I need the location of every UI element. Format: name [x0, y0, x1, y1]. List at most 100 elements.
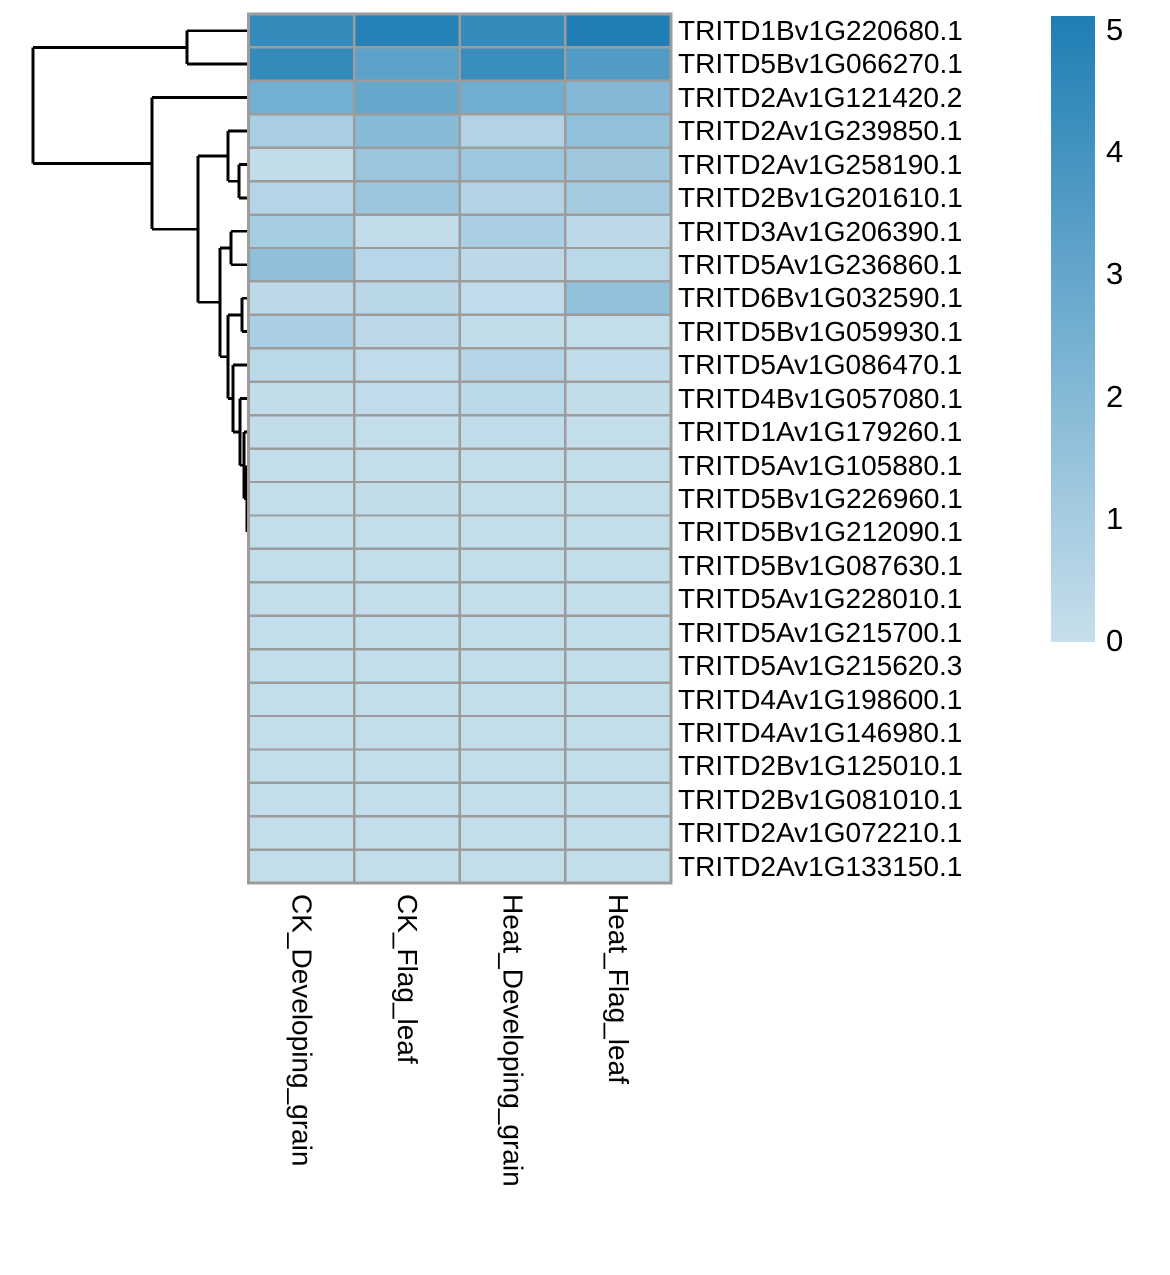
- column-label-sample: Heat_Flag_leaf: [603, 894, 635, 1084]
- heatmap-cell: [352, 848, 461, 885]
- heatmap-cell: [352, 781, 461, 818]
- row-label-gene-id: TRITD2Av1G133150.1: [678, 850, 963, 882]
- heatmap-cell: [247, 480, 356, 517]
- row-label-gene-id: TRITD2Av1G258190.1: [678, 148, 963, 180]
- row-label-gene-id: TRITD2Av1G239850.1: [678, 115, 963, 147]
- heatmap-cell: [564, 547, 673, 584]
- colorbar-tick-label: 0: [1106, 623, 1124, 658]
- heatmap-cell: [458, 313, 567, 350]
- heatmap-cell: [352, 313, 461, 350]
- row-label-gene-id: TRITD1Bv1G220680.1: [678, 15, 963, 46]
- heatmap-cell: [564, 79, 673, 116]
- row-label-gene-id: TRITD4Bv1G057080.1: [678, 382, 963, 414]
- heatmap-cell: [247, 79, 356, 116]
- heatmap-cell: [352, 614, 461, 651]
- row-label-gene-id: TRITD5Av1G236860.1: [678, 249, 963, 280]
- heatmap-cell: [352, 748, 461, 785]
- row-label-gene-id: TRITD5Av1G215700.1: [678, 616, 963, 648]
- heatmap-cell: [352, 179, 461, 216]
- heatmap-cell: [458, 480, 567, 517]
- heatmap-cell: [458, 447, 567, 484]
- heatmap-cell: [564, 848, 673, 885]
- heatmap-cell: [247, 514, 356, 551]
- heatmap-cell: [458, 280, 567, 317]
- row-label-gene-id: TRITD3Av1G206390.1: [678, 215, 963, 247]
- row-label-gene-id: TRITD5Av1G228010.1: [678, 583, 963, 615]
- colorbar: [1051, 16, 1095, 642]
- heatmap-cell: [458, 647, 567, 684]
- heatmap-cell: [564, 647, 673, 684]
- heatmap-cell: [458, 581, 567, 617]
- heatmap-cell: [247, 347, 356, 383]
- heatmap-cell: [564, 714, 673, 751]
- row-label-gene-id: TRITD5Bv1G059930.1: [678, 315, 963, 347]
- heatmap-cell: [247, 113, 356, 149]
- heatmap-cell: [247, 12, 356, 49]
- heatmap-cell: [352, 447, 461, 484]
- heatmap-cell: [564, 815, 673, 851]
- heatmap-cell: [564, 179, 673, 216]
- row-label-gene-id: TRITD2Bv1G201610.1: [678, 182, 963, 214]
- row-label-gene-id: TRITD2Bv1G081010.1: [678, 783, 963, 815]
- heatmap-cell: [352, 113, 461, 149]
- heatmap-cell: [458, 681, 567, 718]
- heatmap-cell: [564, 113, 673, 149]
- heatmap-cell: [352, 79, 461, 116]
- heatmap-cell: [564, 581, 673, 617]
- heatmap-cell: [352, 12, 461, 49]
- heatmap-cell: [352, 280, 461, 317]
- heatmap-cell: [564, 480, 673, 517]
- heatmap-cell: [564, 313, 673, 350]
- heatmap-cell: [458, 848, 567, 885]
- colorbar-tick-label: 1: [1106, 500, 1124, 536]
- row-label-gene-id: TRITD6Bv1G032590.1: [678, 282, 963, 314]
- heatmap-cell: [564, 748, 673, 785]
- heatmap-cell: [247, 447, 356, 484]
- colorbar-tick-label: 2: [1106, 378, 1124, 414]
- heatmap-cell: [564, 146, 673, 183]
- row-label-gene-id: TRITD5Av1G086470.1: [678, 349, 963, 381]
- heatmap-cell: [458, 748, 567, 785]
- row-label-gene-id: TRITD5Bv1G226960.1: [678, 483, 963, 515]
- heatmap-cell: [458, 547, 567, 584]
- heatmap-cell: [458, 46, 567, 83]
- heatmap-cell: [352, 547, 461, 584]
- row-label-gene-id: TRITD1Av1G179260.1: [678, 416, 963, 448]
- heatmap-cell: [352, 146, 461, 183]
- heatmap-cell: [247, 413, 356, 450]
- heatmap-cell: [458, 413, 567, 450]
- row-label-gene-id: TRITD4Av1G198600.1: [678, 683, 963, 715]
- heatmap-cell: [247, 748, 356, 785]
- heatmap-cell: [564, 614, 673, 651]
- row-dendrogram: [31, 29, 252, 868]
- colorbar-gradient: [1051, 16, 1095, 642]
- heatmap-cell: [352, 480, 461, 517]
- heatmap-cell: [247, 213, 356, 250]
- heatmap-cell: [352, 347, 461, 383]
- heatmap-cell: [458, 781, 567, 818]
- heatmap-cell: [352, 246, 461, 283]
- heatmap-cell: [564, 681, 673, 718]
- heatmap-cell: [458, 113, 567, 149]
- column-label-sample: Heat_Developing_grain: [497, 894, 529, 1187]
- heatmap-cell: [247, 714, 356, 751]
- heatmap-cell: [458, 146, 567, 183]
- heatmap-cell: [564, 347, 673, 383]
- row-label-gene-id: TRITD5Bv1G066270.1: [678, 48, 963, 80]
- heatmap-cell: [352, 46, 461, 83]
- heatmap-cell: [247, 614, 356, 651]
- heatmap-cell: [564, 246, 673, 283]
- heatmap-cell: [247, 781, 356, 818]
- heatmap-cell: [352, 647, 461, 684]
- heatmap-cell: [352, 815, 461, 851]
- heatmap-cell: [352, 413, 461, 450]
- row-label-gene-id: TRITD4Av1G146980.1: [678, 717, 963, 749]
- heatmap-cell: [564, 280, 673, 317]
- column-label-sample: CK_Developing_grain: [286, 894, 318, 1167]
- heatmap-cell: [564, 413, 673, 450]
- heatmap-cell: [564, 514, 673, 551]
- heatmap-cell: [564, 781, 673, 818]
- heatmap-cell: [458, 179, 567, 216]
- heatmap-cell: [564, 46, 673, 83]
- colorbar-tick-label: 4: [1106, 134, 1124, 170]
